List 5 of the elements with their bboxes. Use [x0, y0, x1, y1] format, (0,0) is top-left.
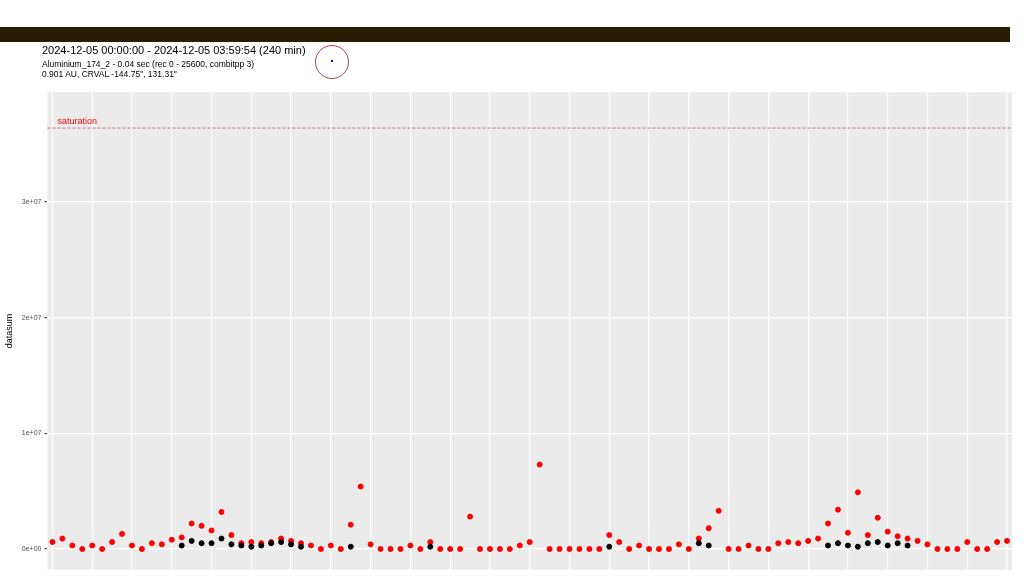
chart-subtitle: Aluminium_174_2 - 0.04 sec (rec 0 - 25600, combitpp 3)	[42, 59, 255, 69]
chart-title: 2024-12-05 00:00:00 - 2024-12-05 03:59:54 (240 min)	[42, 44, 306, 56]
ref-line-label: saturation	[57, 116, 97, 127]
text: 0.901 AU, CRVAL -144.75", 131.31"	[42, 69, 178, 79]
y-axis-title: datasum	[3, 313, 14, 349]
